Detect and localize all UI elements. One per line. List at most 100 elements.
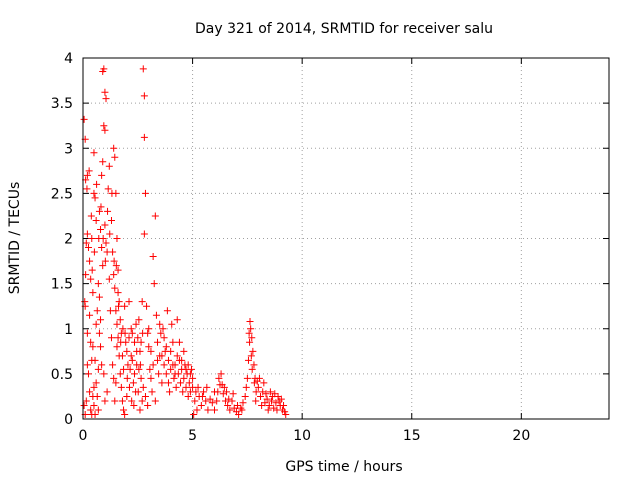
chart-title: Day 321 of 2014, SRMTID for receiver sal… (195, 21, 493, 37)
data-point (164, 379, 172, 387)
data-point (113, 343, 121, 351)
data-point (197, 401, 205, 409)
data-point (258, 401, 266, 409)
data-point (211, 406, 218, 414)
data-point (90, 149, 98, 157)
data-point (123, 347, 131, 355)
data-point (252, 388, 260, 396)
y-tick-label: 0.5 (51, 367, 73, 383)
data-point (100, 65, 108, 73)
data-point (117, 338, 125, 346)
data-point (109, 361, 117, 369)
data-point (265, 401, 273, 409)
x-tick-label: 5 (188, 428, 197, 444)
data-point (189, 383, 197, 391)
data-point (138, 397, 146, 405)
data-point (101, 221, 109, 229)
data-point (238, 406, 246, 414)
data-point (101, 126, 109, 134)
data-point (163, 307, 171, 315)
data-point (112, 262, 120, 270)
data-point (98, 171, 106, 179)
data-point (89, 343, 97, 351)
data-point (166, 388, 174, 396)
data-point (83, 230, 91, 238)
data-points (80, 65, 290, 418)
data-point (84, 244, 92, 252)
data-point (173, 316, 181, 324)
data-point (154, 356, 162, 364)
data-point (134, 334, 142, 342)
data-point (87, 338, 95, 346)
data-point (97, 343, 105, 351)
data-point (266, 388, 274, 396)
data-point (131, 370, 139, 378)
data-point (83, 185, 91, 193)
data-point (121, 329, 129, 337)
data-point (95, 329, 103, 337)
data-point (223, 388, 231, 396)
data-point (140, 230, 148, 238)
data-point (149, 361, 157, 369)
data-point (158, 379, 166, 387)
data-point (273, 406, 281, 414)
data-point (260, 379, 268, 387)
data-point (91, 194, 99, 202)
data-point (138, 298, 146, 306)
data-point (87, 275, 95, 283)
data-point (139, 383, 147, 391)
data-point (206, 395, 214, 403)
data-point (98, 361, 106, 369)
data-point (257, 392, 265, 400)
data-point (114, 289, 122, 297)
data-point (184, 361, 192, 369)
data-point (114, 334, 122, 342)
y-tick-label: 1.5 (51, 277, 73, 293)
data-point (84, 370, 92, 378)
data-point (224, 401, 232, 409)
data-point (101, 257, 109, 265)
data-point (127, 325, 135, 333)
data-point (192, 388, 200, 396)
data-point (91, 410, 99, 418)
data-point (128, 329, 136, 337)
data-point (102, 95, 110, 103)
data-point (134, 388, 142, 396)
data-point (214, 388, 222, 396)
data-point (127, 352, 135, 360)
data-point (89, 392, 97, 400)
data-point (89, 289, 97, 297)
data-point (85, 167, 93, 175)
data-point (148, 388, 156, 396)
data-point (182, 365, 190, 373)
data-point (198, 392, 206, 400)
data-point (93, 307, 101, 315)
data-point (204, 406, 212, 414)
data-point (139, 329, 147, 337)
data-point (235, 410, 243, 418)
data-point (180, 347, 188, 355)
data-point (110, 374, 118, 382)
data-point (200, 388, 208, 396)
y-tick-label: 2 (64, 232, 73, 248)
data-point (189, 374, 197, 382)
data-point (82, 397, 90, 405)
y-tick-label: 3.5 (51, 96, 73, 112)
data-point (97, 316, 105, 324)
data-point (97, 225, 105, 233)
data-point (191, 397, 199, 405)
data-point (246, 318, 254, 326)
data-point (173, 352, 181, 360)
data-point (111, 397, 119, 405)
y-tick-label: 4 (64, 51, 73, 67)
data-point (184, 392, 192, 400)
data-point (229, 390, 237, 398)
data-point (239, 399, 247, 407)
data-point (115, 298, 123, 306)
x-tick-labels: 0 5 10 15 20 (79, 428, 531, 444)
x-tick-label: 15 (403, 428, 421, 444)
data-point (104, 185, 112, 193)
data-point (172, 383, 180, 391)
data-point (105, 162, 113, 170)
data-point (178, 356, 186, 364)
